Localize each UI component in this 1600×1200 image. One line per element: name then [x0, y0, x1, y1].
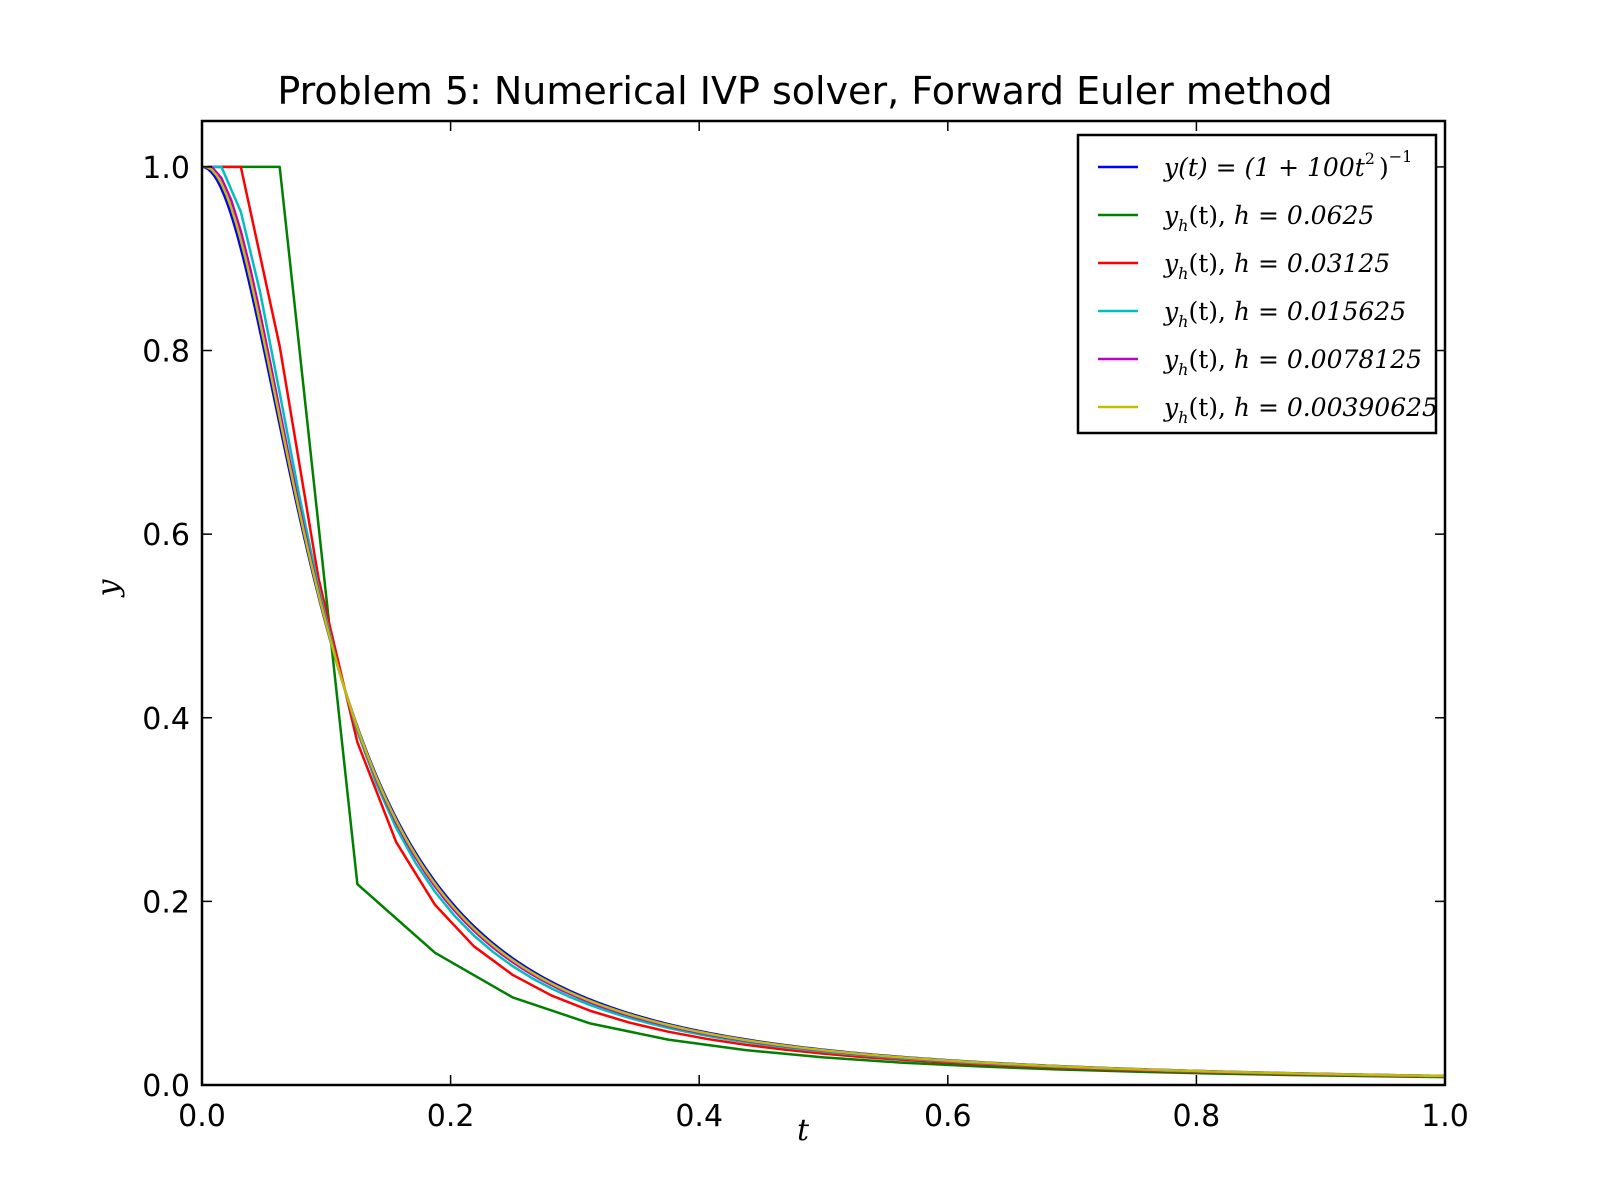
y-tick-label: 0.8 [142, 335, 190, 370]
x-axis-label: t [797, 1113, 810, 1148]
y-tick-label: 0.0 [142, 1069, 190, 1104]
x-tick-label: 0.4 [675, 1099, 723, 1134]
legend: y(t) = (1 + 100t2)−1yh(t), h = 0.0625yh(… [1076, 133, 1438, 435]
legend-text-part: (t), [1188, 297, 1233, 326]
ticks-layer: 0.0 0.2 0.4 0.6 0.8 1.0 0.0 0.2 0.4 0.6 0.8 1.0 [142, 121, 1469, 1134]
legend-text-part: −1 [1389, 147, 1413, 166]
y-tick-label: 0.6 [142, 518, 190, 553]
legend-text-part: h = 0.0078125 [1234, 345, 1422, 374]
legend-text-part: 2 [1365, 149, 1375, 168]
chart-title: Problem 5: Numerical IVP solver, Forward… [277, 69, 1332, 113]
legend-entry-2: yh(t), h = 0.03125 [1163, 249, 1390, 283]
legend-text-part: (t), [1188, 201, 1233, 230]
y-tick-label: 0.2 [142, 885, 190, 920]
legend-text-part: y [1163, 297, 1179, 326]
x-tick-label: 0.8 [1173, 1099, 1221, 1134]
x-tick-label: 0.0 [178, 1099, 226, 1134]
y-tick-label: 0.4 [142, 702, 190, 737]
legend-entry-1: yh(t), h = 0.0625 [1163, 201, 1374, 235]
legend-text-part: h = 0.015625 [1234, 297, 1406, 326]
legend-text-part: (t), [1188, 345, 1233, 374]
legend-text-part: y [1163, 345, 1179, 374]
legend-text-part: h [1178, 408, 1188, 427]
plot-frame [200, 119, 1447, 1087]
legend-text-part: h [1178, 264, 1188, 283]
series-line-5 [202, 165, 1446, 1078]
legend-text-part: h [1178, 216, 1188, 235]
x-tick-label: 0.2 [427, 1099, 475, 1134]
legend-text-part: h [1178, 360, 1188, 379]
y-axis-label: y [91, 578, 126, 598]
legend-text-part: y(t) = (1 + 100t [1163, 153, 1366, 182]
legend-text-part: h [1178, 312, 1188, 331]
legend-text-part: h = 0.0625 [1234, 201, 1374, 230]
series-layer [201, 165, 1446, 1079]
legend-text-part: (t), [1188, 249, 1233, 278]
x-tick-label: 1.0 [1421, 1099, 1469, 1134]
legend-text-part: y [1163, 393, 1179, 422]
legend-entry-0: y(t) = (1 + 100t2)−1 [1163, 147, 1412, 182]
legend-entry-5: yh(t), h = 0.00390625 [1163, 393, 1438, 427]
legend-text-part: (t), [1188, 393, 1233, 422]
legend-text-part: y [1163, 201, 1179, 230]
legend-entry-4: yh(t), h = 0.0078125 [1163, 345, 1422, 379]
legend-entry-3: yh(t), h = 0.015625 [1163, 297, 1406, 331]
legend-text-part: ) [1379, 153, 1389, 182]
legend-text-part: h = 0.03125 [1234, 249, 1390, 278]
legend-box [1076, 133, 1438, 435]
legend-text-part: y [1163, 249, 1179, 278]
x-tick-label: 0.6 [924, 1099, 972, 1134]
legend-text-part: h = 0.00390625 [1234, 393, 1438, 422]
y-tick-label: 1.0 [142, 151, 190, 186]
